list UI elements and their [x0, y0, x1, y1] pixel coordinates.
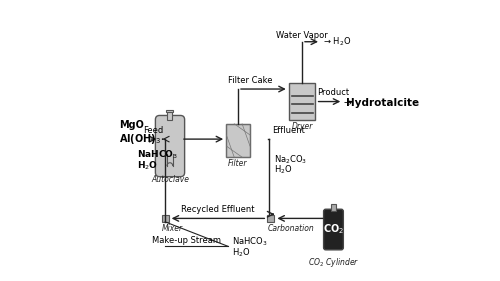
- Text: Carbonation: Carbonation: [268, 224, 314, 233]
- Bar: [166, 110, 173, 112]
- Bar: [268, 215, 274, 222]
- Text: H$_2$O: H$_2$O: [274, 164, 292, 176]
- Text: NaHCO$_3$: NaHCO$_3$: [232, 236, 268, 248]
- Text: Filter: Filter: [228, 159, 248, 168]
- Bar: [167, 111, 172, 120]
- Bar: [162, 215, 168, 222]
- Bar: [331, 205, 336, 211]
- Text: Make-up Stream: Make-up Stream: [152, 236, 220, 245]
- Text: Autoclave: Autoclave: [151, 175, 189, 184]
- Text: Water Vapor: Water Vapor: [276, 31, 328, 40]
- Text: Hydrotalcite: Hydrotalcite: [346, 98, 419, 108]
- Text: →: →: [344, 98, 356, 108]
- Text: H$_2$O: H$_2$O: [232, 247, 250, 259]
- FancyBboxPatch shape: [156, 115, 184, 177]
- Text: Na$_2$CO$_3$: Na$_2$CO$_3$: [274, 154, 307, 166]
- Text: Dryer: Dryer: [292, 122, 312, 131]
- Text: NaHCO$_3$: NaHCO$_3$: [138, 148, 178, 161]
- Text: MgO: MgO: [119, 120, 144, 130]
- Text: Mixer: Mixer: [162, 224, 183, 233]
- FancyBboxPatch shape: [324, 209, 344, 250]
- Text: H$_2$O: H$_2$O: [138, 159, 158, 172]
- Text: Product: Product: [317, 89, 349, 98]
- Text: Effluent: Effluent: [272, 126, 304, 135]
- Text: Recycled Effluent: Recycled Effluent: [182, 205, 255, 214]
- Text: → H$_2$O: → H$_2$O: [323, 35, 351, 48]
- Text: Al(OH)$_3$: Al(OH)$_3$: [119, 132, 162, 146]
- Text: Feed: Feed: [144, 126, 164, 135]
- Text: CO$_2$: CO$_2$: [323, 223, 344, 236]
- Text: Filter Cake: Filter Cake: [228, 76, 272, 85]
- Bar: [226, 124, 250, 157]
- Bar: [289, 83, 316, 120]
- Text: $\it{CO_2}$ $\it{Cylinder}$: $\it{CO_2}$ $\it{Cylinder}$: [308, 256, 359, 269]
